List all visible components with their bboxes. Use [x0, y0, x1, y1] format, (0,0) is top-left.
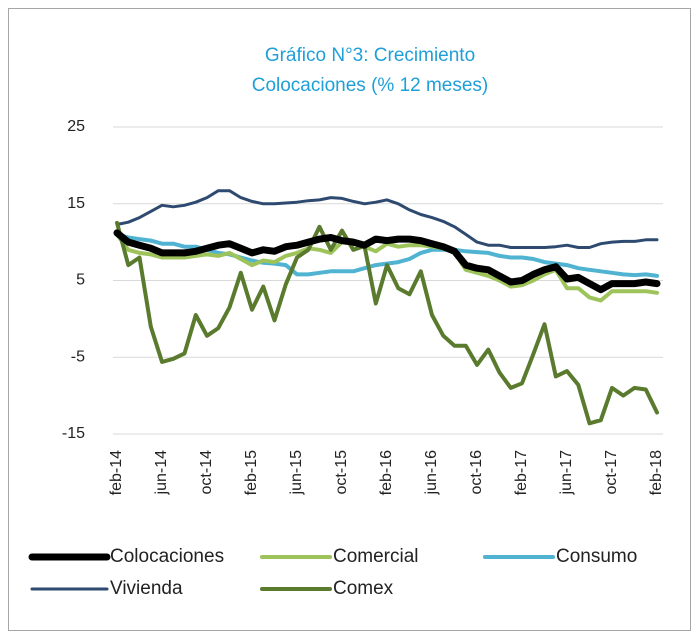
x-tick-label: feb-18: [648, 450, 665, 495]
x-tick-label: jun-14: [153, 450, 170, 496]
y-tick-label: 15: [67, 195, 85, 212]
legend-label: Comercial: [333, 546, 419, 567]
legend-label: Consumo: [556, 546, 637, 567]
x-tick-label: oct-15: [333, 450, 350, 495]
x-tick-label: jun-15: [288, 450, 305, 496]
y-tick-label: 5: [76, 272, 85, 289]
series-line: [115, 189, 659, 249]
chart-title: Colocaciones (% 12 meses): [252, 75, 489, 96]
legend-label: Colocaciones: [110, 546, 224, 567]
y-tick-label: -5: [71, 348, 85, 365]
legend-label: Comex: [333, 578, 394, 599]
y-tick-label: 25: [67, 118, 85, 135]
x-tick-label: jun-16: [423, 450, 440, 496]
series-line: [113, 229, 661, 294]
x-tick-label: feb-15: [243, 450, 260, 495]
x-tick-label: feb-16: [378, 450, 395, 495]
x-tick-label: feb-14: [108, 450, 125, 495]
x-tick-label: oct-16: [468, 450, 485, 495]
y-tick-label: -15: [62, 425, 85, 442]
chart-title: Gráfico N°3: Crecimiento: [265, 45, 475, 66]
frame: [8, 8, 691, 631]
x-tick-label: oct-14: [198, 450, 215, 495]
series-line: [115, 220, 659, 426]
legend-label: Vivienda: [110, 578, 183, 599]
x-tick-label: feb-17: [513, 450, 530, 495]
x-tick-label: oct-17: [603, 450, 620, 495]
x-tick-label: jun-17: [558, 450, 575, 496]
